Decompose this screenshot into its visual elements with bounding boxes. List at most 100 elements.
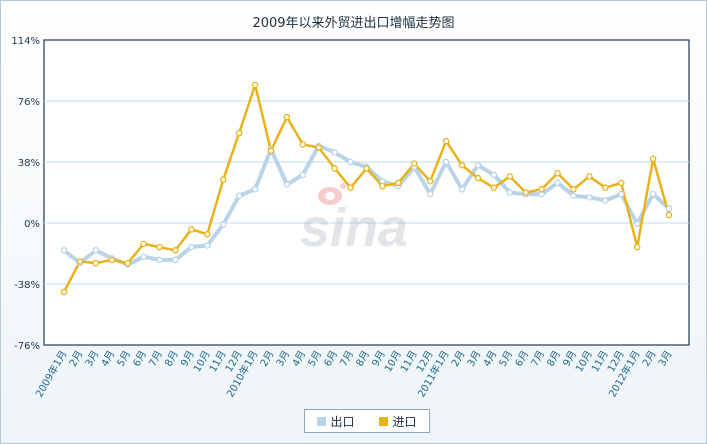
plot-area xyxy=(43,39,690,346)
data-point-export[interactable] xyxy=(140,253,147,260)
x-tick-label: 7月 xyxy=(338,349,357,369)
data-point-export[interactable] xyxy=(347,158,354,166)
data-point-export[interactable] xyxy=(331,149,338,156)
data-point-import[interactable] xyxy=(331,165,338,172)
data-point-export[interactable] xyxy=(570,192,577,199)
data-point-export[interactable] xyxy=(474,161,482,169)
x-tick-label: 3月 xyxy=(465,349,484,369)
data-point-export[interactable] xyxy=(554,179,561,187)
data-point-import[interactable] xyxy=(299,141,307,148)
x-tick-label: 6月 xyxy=(131,349,150,369)
data-point-export[interactable] xyxy=(506,189,514,196)
data-point-import[interactable] xyxy=(426,178,434,185)
data-point-import[interactable] xyxy=(602,184,609,191)
data-point-import[interactable] xyxy=(649,155,657,163)
data-point-export[interactable] xyxy=(60,247,68,254)
data-point-export[interactable] xyxy=(299,171,307,179)
data-point-import[interactable] xyxy=(538,186,545,193)
data-point-export[interactable] xyxy=(172,256,179,264)
data-point-import[interactable] xyxy=(379,182,386,190)
data-point-import[interactable] xyxy=(395,179,402,187)
data-point-import[interactable] xyxy=(522,189,529,196)
data-point-import[interactable] xyxy=(156,243,163,251)
legend-label-export: 出口 xyxy=(330,414,355,429)
data-point-import[interactable] xyxy=(554,169,561,177)
data-point-import[interactable] xyxy=(60,288,68,296)
x-tick-label: 2月 xyxy=(258,349,277,369)
data-point-export[interactable] xyxy=(204,242,211,249)
x-tick-label: 3月 xyxy=(83,349,102,369)
data-point-import[interactable] xyxy=(458,161,466,169)
data-point-export[interactable] xyxy=(92,247,100,254)
data-point-export[interactable] xyxy=(490,171,498,179)
x-tick-label: 4月 xyxy=(99,349,118,369)
data-point-export[interactable] xyxy=(602,197,609,204)
data-point-import[interactable] xyxy=(172,247,179,254)
data-point-import[interactable] xyxy=(267,147,275,155)
data-point-import[interactable] xyxy=(363,165,370,172)
gridlines xyxy=(44,100,689,285)
data-point-import[interactable] xyxy=(490,184,498,191)
sina-watermark: sina xyxy=(300,183,408,258)
data-point-import[interactable] xyxy=(108,256,116,264)
data-point-import[interactable] xyxy=(347,184,354,191)
series-layer xyxy=(60,81,673,296)
data-point-import[interactable] xyxy=(140,240,147,248)
data-point-import[interactable] xyxy=(506,173,514,180)
data-point-import[interactable] xyxy=(76,258,84,265)
data-point-import[interactable] xyxy=(124,259,131,267)
x-tick-label: 4月 xyxy=(481,349,500,369)
data-point-import[interactable] xyxy=(251,81,259,89)
data-point-export[interactable] xyxy=(219,221,227,228)
data-point-import[interactable] xyxy=(188,226,195,233)
data-point-export[interactable] xyxy=(586,194,593,201)
data-point-import[interactable] xyxy=(665,211,673,219)
y-tick-label: 76% xyxy=(18,97,40,108)
data-point-export[interactable] xyxy=(458,186,466,193)
y-tick-label: -76% xyxy=(14,341,40,352)
data-point-import[interactable] xyxy=(219,176,227,183)
data-point-import[interactable] xyxy=(411,160,418,167)
data-point-export[interactable] xyxy=(442,158,450,166)
data-point-export[interactable] xyxy=(251,186,259,193)
export-swatch-icon xyxy=(317,416,327,426)
x-tick-label: 6月 xyxy=(322,349,341,369)
import-swatch-icon xyxy=(379,416,389,426)
data-point-export[interactable] xyxy=(188,243,195,251)
legend-label-import: 进口 xyxy=(392,414,417,429)
x-tick-label: 2月 xyxy=(449,349,468,369)
x-tick-label: 2月 xyxy=(640,349,659,369)
data-point-import[interactable] xyxy=(204,230,211,238)
legend-item-import[interactable]: 进口 xyxy=(379,413,417,430)
data-point-export[interactable] xyxy=(633,220,641,228)
data-point-import[interactable] xyxy=(617,179,625,187)
data-point-import[interactable] xyxy=(586,173,593,180)
data-point-import[interactable] xyxy=(442,137,450,145)
data-point-export[interactable] xyxy=(649,190,657,198)
data-point-import[interactable] xyxy=(315,144,322,151)
data-point-import[interactable] xyxy=(633,243,641,251)
y-tick-label: 38% xyxy=(18,158,40,169)
data-point-import[interactable] xyxy=(474,174,482,182)
x-axis-ticks: 2009年1月2月3月4月5月6月7月8月9月10月11月12月2010年1月2… xyxy=(32,348,674,399)
data-point-export[interactable] xyxy=(617,190,625,198)
data-point-export[interactable] xyxy=(283,181,291,188)
data-point-export[interactable] xyxy=(426,190,434,198)
y-tick-label: 0% xyxy=(24,219,40,230)
x-tick-label: 6月 xyxy=(513,349,532,369)
x-tick-label: 5月 xyxy=(115,349,134,369)
x-tick-label: 2月 xyxy=(67,349,86,369)
data-point-import[interactable] xyxy=(235,129,243,137)
data-point-export[interactable] xyxy=(156,256,163,264)
x-tick-label: 8月 xyxy=(545,349,564,369)
data-point-import[interactable] xyxy=(92,259,100,267)
x-tick-label: 5月 xyxy=(497,349,516,369)
legend-item-export[interactable]: 出口 xyxy=(317,413,355,430)
x-tick-label: 5月 xyxy=(306,349,325,369)
data-point-import[interactable] xyxy=(283,113,291,121)
data-point-import[interactable] xyxy=(570,186,577,193)
data-point-export[interactable] xyxy=(665,205,673,212)
data-point-export[interactable] xyxy=(235,192,243,199)
y-tick-label: -38% xyxy=(14,280,40,291)
